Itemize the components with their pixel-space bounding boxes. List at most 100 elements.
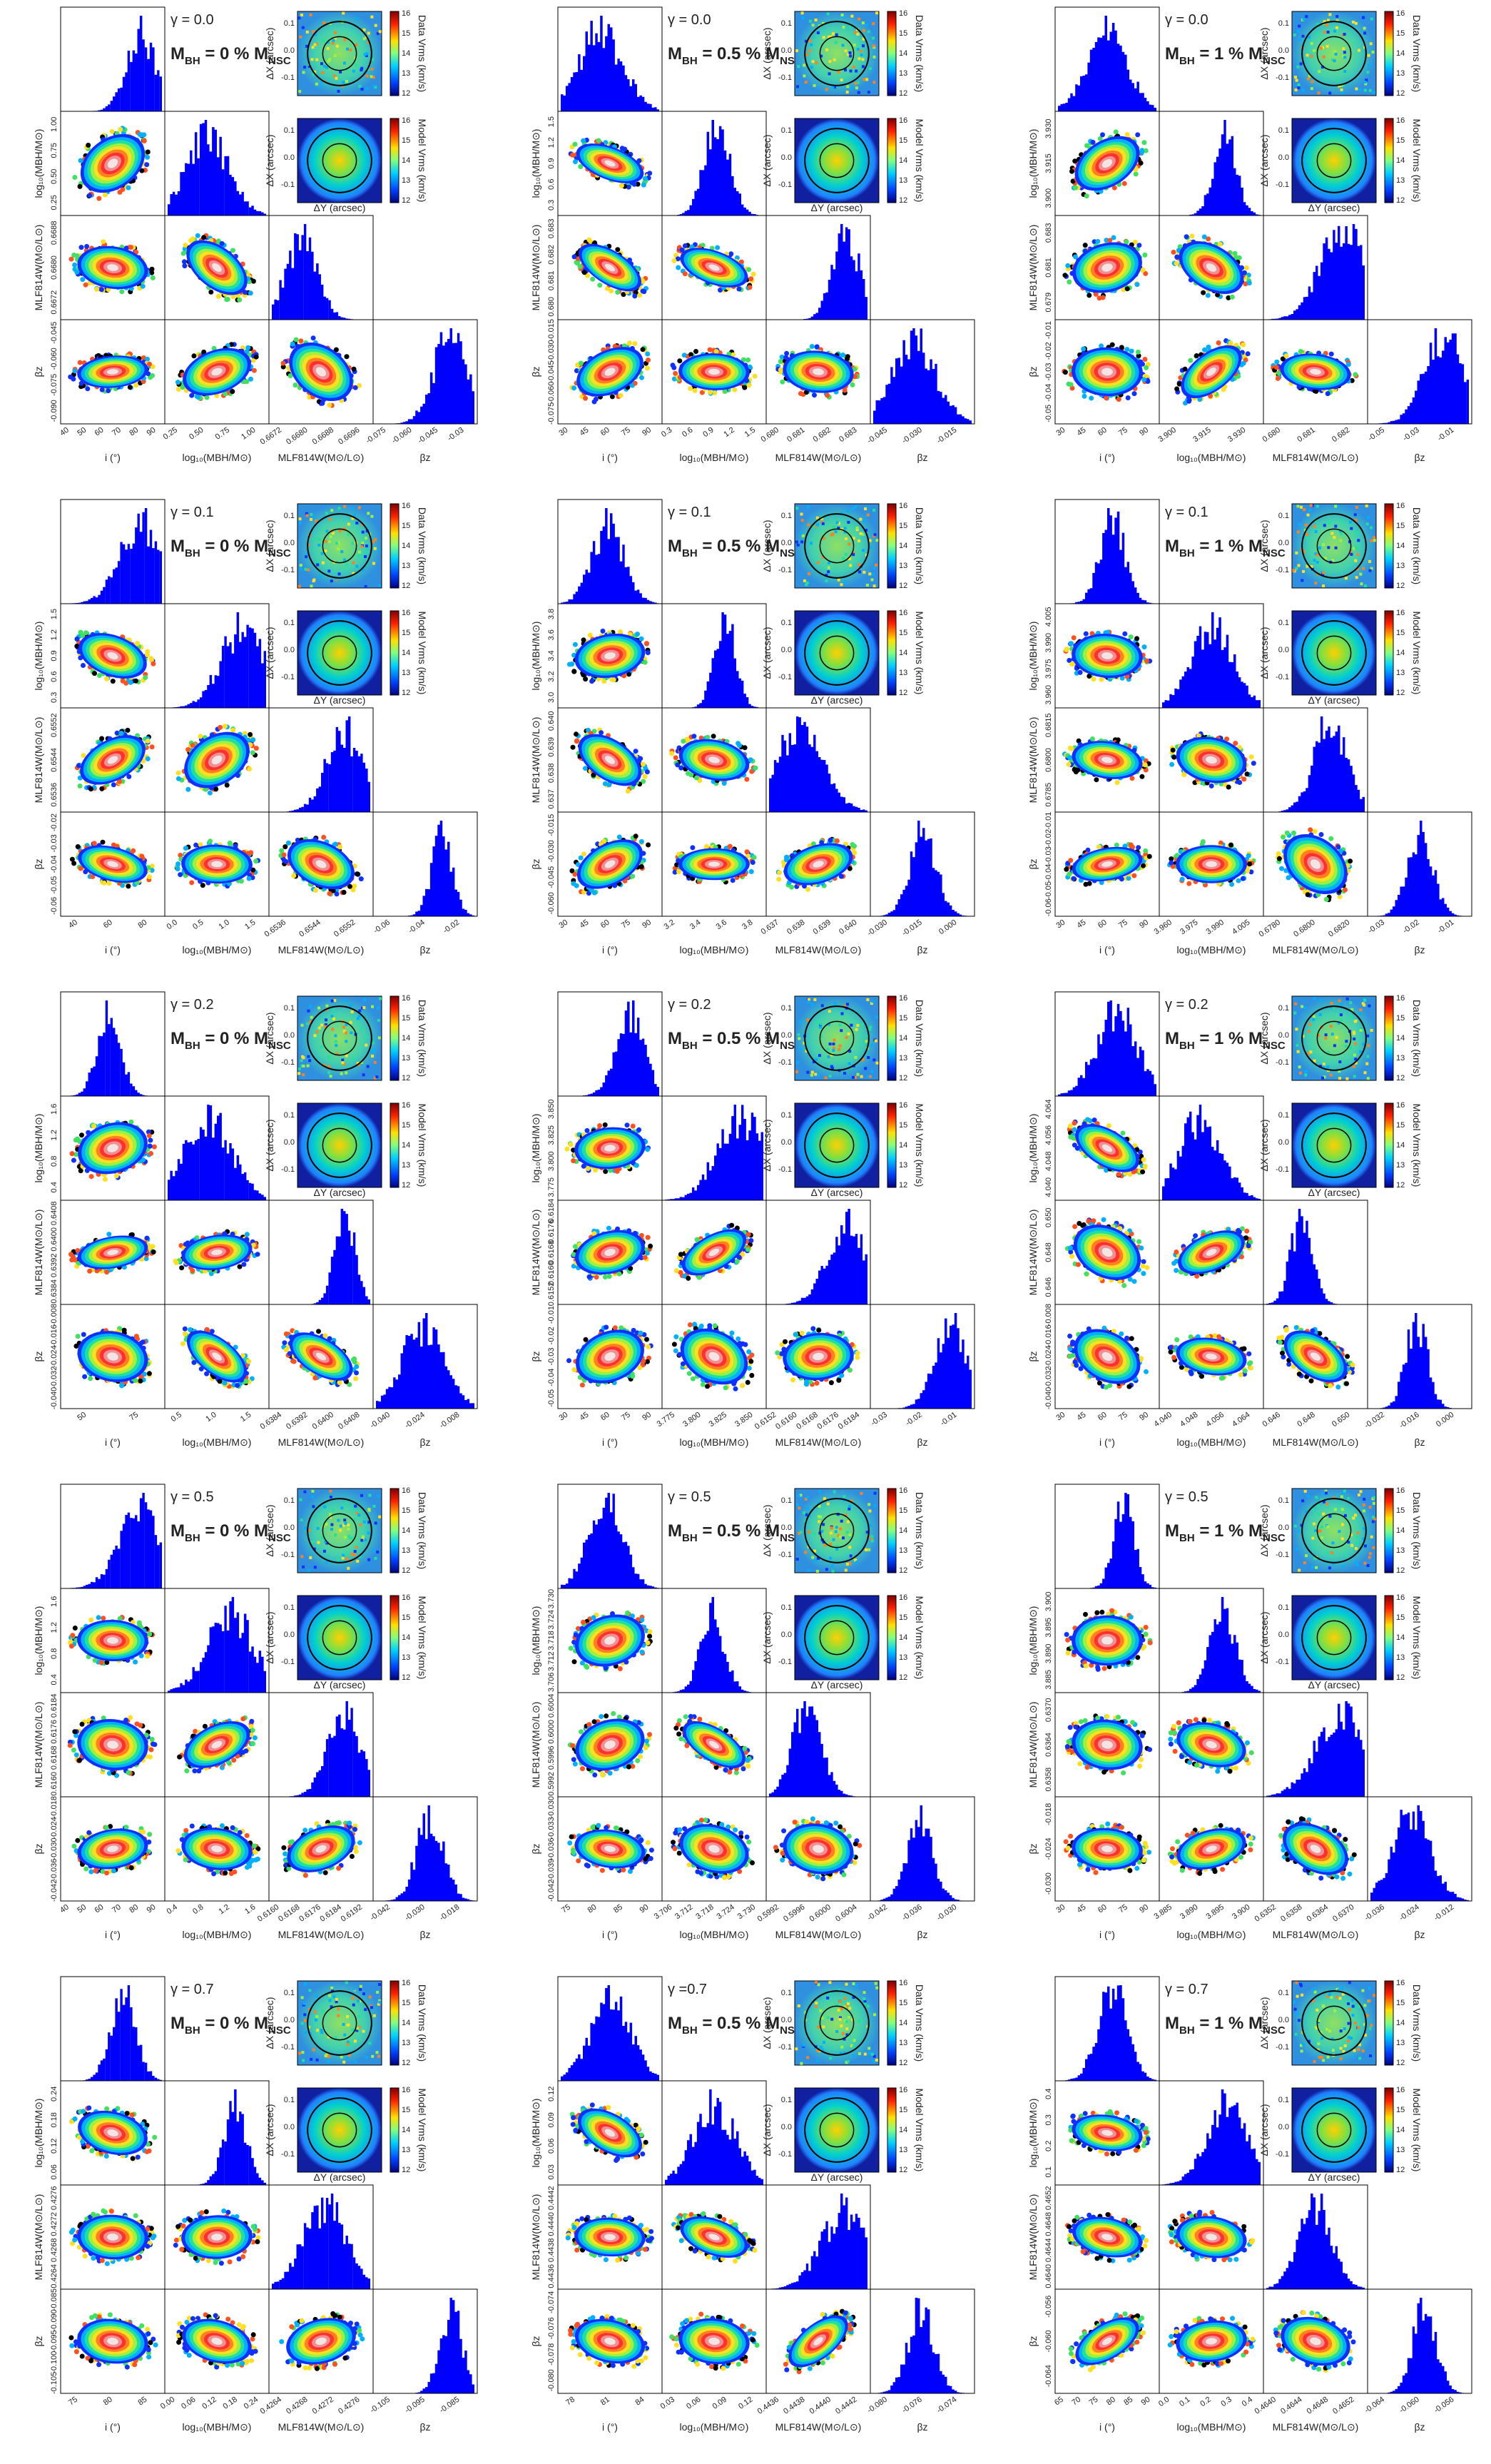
map-pixel bbox=[867, 30, 870, 34]
x-tick-label: 0.681 bbox=[1296, 426, 1316, 445]
y-tick-label: 0.639 bbox=[547, 737, 556, 757]
map-pixel bbox=[1335, 78, 1338, 82]
map-tick-label: 0.0 bbox=[284, 153, 295, 162]
scatter-dot bbox=[633, 749, 638, 754]
scatter-dot bbox=[1205, 293, 1211, 298]
x-axis-label: MLF814W(M⊙/L⊙) bbox=[278, 1436, 365, 1448]
y-tick-label: 1.2 bbox=[50, 629, 58, 640]
scatter-dot bbox=[615, 290, 621, 295]
map-pixel bbox=[312, 516, 316, 519]
y-tick-label: -0.015 bbox=[547, 814, 556, 836]
gamma-label: γ = 0.0 bbox=[1165, 12, 1208, 28]
map-pixel bbox=[360, 69, 363, 72]
map-pixel bbox=[1322, 571, 1325, 574]
map-pixel bbox=[1308, 509, 1312, 512]
y-tick-label: -0.06 bbox=[1044, 898, 1053, 916]
map-pixel bbox=[862, 519, 866, 523]
map-pixel bbox=[1296, 530, 1300, 534]
map-pixel bbox=[843, 527, 847, 530]
scatter-dot bbox=[190, 236, 195, 242]
colorbar-tick-label: 13 bbox=[1396, 69, 1405, 78]
x-tick-label: 0.683 bbox=[838, 426, 858, 445]
scatter-dot bbox=[298, 338, 304, 344]
scatter-dot bbox=[80, 277, 86, 283]
map-tick-label: 0.0 bbox=[781, 646, 792, 654]
map-pixel bbox=[1368, 64, 1371, 67]
scatter-dot bbox=[730, 878, 736, 883]
scatter-dot bbox=[632, 341, 638, 346]
colorbar-tick-label: 16 bbox=[402, 502, 410, 510]
scatter-dot bbox=[352, 385, 358, 390]
scatter-dot bbox=[749, 769, 755, 774]
map-tick-label: 0.0 bbox=[284, 539, 295, 547]
colorbar bbox=[390, 118, 400, 203]
y-axis-label: log₁₀(MBH/M⊙) bbox=[33, 622, 44, 691]
scatter-dot bbox=[639, 375, 644, 380]
map-pixel bbox=[355, 522, 359, 524]
scatter-dot bbox=[248, 850, 254, 856]
y-tick-label: 0.6815 bbox=[1044, 713, 1053, 737]
scatter-dot bbox=[579, 1382, 585, 1388]
map-pixel bbox=[305, 44, 308, 48]
scatter-dot bbox=[312, 888, 318, 893]
scatter-dot bbox=[810, 1326, 816, 1332]
scatter-dot bbox=[79, 1132, 84, 1138]
map-pixel bbox=[315, 42, 318, 46]
map-pixel bbox=[801, 16, 805, 20]
map-pixel bbox=[1315, 31, 1318, 35]
x-tick-label: 0.6672 bbox=[259, 426, 283, 447]
map-pixel bbox=[1360, 582, 1363, 586]
scatter-dot bbox=[290, 341, 295, 347]
map-pixel bbox=[357, 554, 361, 557]
x-axis-label: MLF814W(M⊙/L⊙) bbox=[1273, 452, 1359, 463]
x-tick-label: 0.680 bbox=[760, 426, 780, 445]
map-pixel bbox=[352, 561, 355, 564]
map-pixel bbox=[360, 66, 364, 70]
colorbar-tick-label: 14 bbox=[402, 1034, 410, 1043]
map-pixel bbox=[314, 33, 317, 36]
map-pixel bbox=[1297, 83, 1301, 86]
map-pixel bbox=[854, 505, 858, 508]
y-tick-label: 0.679 bbox=[1044, 293, 1053, 313]
scatter-dot bbox=[644, 769, 650, 775]
x-tick-label: -0.015 bbox=[900, 918, 923, 938]
scatter-dot bbox=[638, 864, 644, 869]
map-pixel bbox=[1328, 521, 1331, 524]
scatter-dot bbox=[1138, 161, 1144, 166]
mbh-part: = 1 % M bbox=[1195, 537, 1263, 556]
map-pixel bbox=[1356, 531, 1360, 534]
scatter-dot bbox=[572, 141, 578, 147]
x-tick-label: -0.03 bbox=[1401, 426, 1420, 443]
scatter-dot bbox=[1325, 391, 1330, 397]
y-tick-label: -0.05 bbox=[50, 876, 58, 894]
scatter-dot bbox=[790, 1377, 795, 1383]
scatter-dot bbox=[101, 880, 107, 886]
colorbar-tick-label: 13 bbox=[899, 562, 907, 570]
scatter-dot bbox=[644, 1250, 650, 1256]
map-pixel bbox=[332, 1017, 335, 1020]
map-pixel bbox=[325, 1004, 329, 1008]
scatter-dot bbox=[711, 734, 716, 739]
map-pixel bbox=[335, 542, 339, 545]
map-pixel bbox=[1334, 524, 1338, 528]
map-pixel bbox=[1310, 54, 1313, 58]
map-pixel bbox=[377, 1006, 380, 1010]
scatter-dot bbox=[596, 138, 601, 143]
map-pixel bbox=[803, 579, 806, 582]
density-contour bbox=[708, 264, 720, 271]
x-tick-label: 0.637 bbox=[760, 918, 780, 937]
map-pixel bbox=[306, 1064, 310, 1068]
scatter-dot bbox=[94, 286, 100, 292]
histogram bbox=[1058, 16, 1156, 111]
scatter-dot bbox=[723, 1385, 728, 1391]
scatter-dot bbox=[671, 258, 677, 263]
scatter-dot bbox=[644, 641, 649, 647]
scatter-dot bbox=[626, 184, 631, 190]
scatter-dot bbox=[92, 671, 97, 676]
scatter-dot bbox=[111, 782, 116, 788]
scatter-dot bbox=[1081, 346, 1087, 352]
colorbar-tick-label: 13 bbox=[899, 176, 907, 185]
scatter-dot bbox=[201, 349, 207, 355]
map-tick-label: -0.1 bbox=[778, 673, 792, 681]
